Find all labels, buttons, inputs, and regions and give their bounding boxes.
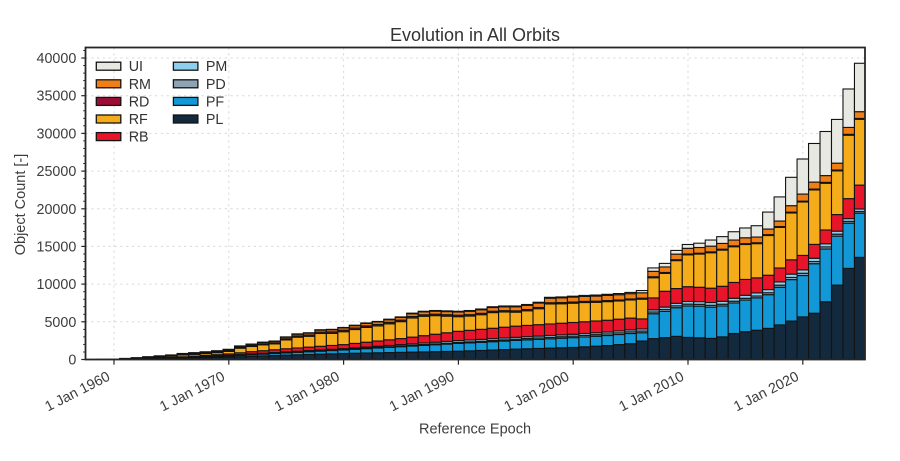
svg-text:30000: 30000 [37, 126, 77, 142]
svg-text:20000: 20000 [37, 202, 77, 218]
svg-text:PD: PD [206, 77, 226, 93]
svg-text:PM: PM [206, 59, 227, 75]
svg-text:10000: 10000 [37, 277, 77, 293]
svg-text:Evolution in All Orbits: Evolution in All Orbits [390, 25, 560, 45]
svg-text:15000: 15000 [37, 239, 77, 255]
svg-text:RB: RB [129, 130, 149, 146]
svg-text:RF: RF [129, 112, 148, 128]
svg-text:RM: RM [129, 77, 151, 93]
svg-text:0: 0 [68, 353, 76, 369]
svg-text:PL: PL [206, 112, 224, 128]
svg-text:25000: 25000 [37, 164, 77, 180]
svg-text:5000: 5000 [44, 315, 76, 331]
svg-text:RD: RD [129, 94, 150, 110]
svg-text:35000: 35000 [37, 89, 77, 105]
svg-text:UI: UI [129, 59, 143, 75]
svg-text:Reference Epoch: Reference Epoch [419, 422, 531, 438]
svg-text:40000: 40000 [37, 51, 77, 67]
svg-text:Object Count [-]: Object Count [-] [13, 154, 29, 256]
svg-text:PF: PF [206, 94, 225, 110]
